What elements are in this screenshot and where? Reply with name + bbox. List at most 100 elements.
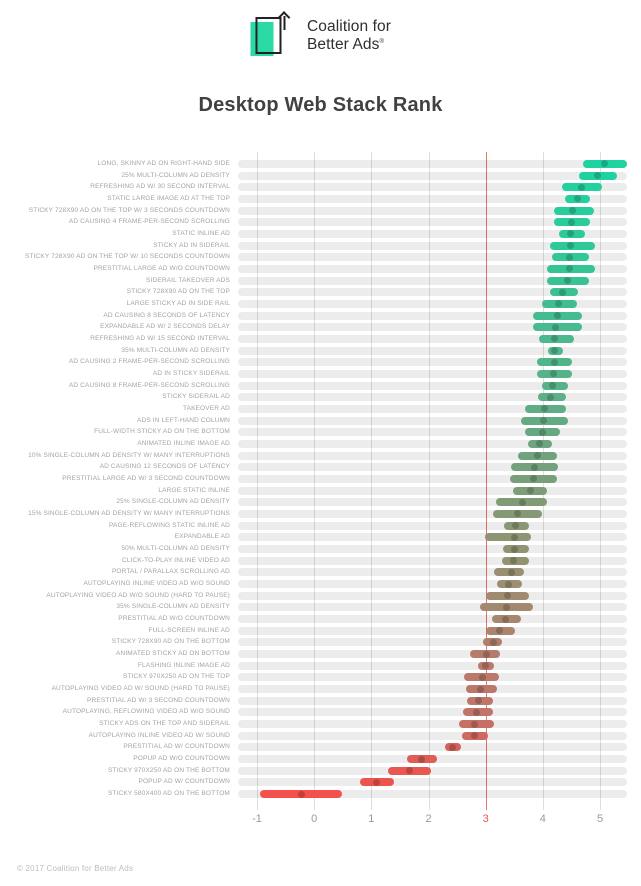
- row-label: PRESTITIAL LARGE AD W/O COUNTDOWN: [93, 264, 230, 272]
- mean-score-dot: [449, 743, 456, 751]
- chart-row: EXPANDABLE AD W/ 2 SECONDS DELAY: [0, 321, 627, 333]
- row-label: STICKY ADS ON THE TOP AND SIDERAIL: [99, 720, 230, 728]
- mean-score-dot: [501, 615, 509, 623]
- chart-row: LONG, SKINNY AD ON RIGHT-HAND SIDE: [0, 158, 627, 170]
- mean-score-dot: [489, 638, 497, 646]
- chart-row: STICKY 970X250 AD ON THE TOP: [0, 672, 627, 684]
- row-label: CLICK-TO-PLAY INLINE VIDEO AD: [121, 556, 230, 564]
- row-label: ANIMATED INLINE IMAGE AD: [137, 439, 230, 447]
- logo-wordmark: Coalition for Better Ads®: [307, 18, 391, 55]
- mean-score-dot: [559, 288, 567, 296]
- chart-row: 15% SINGLE-COLUMN AD DENSITY W/ MANY INT…: [0, 508, 627, 520]
- mean-score-dot: [574, 195, 582, 203]
- chart-row: STICKY 580X400 AD ON THE BOTTOM: [0, 788, 627, 800]
- mean-score-dot: [546, 393, 554, 401]
- chart-row: 25% MULTI-COLUMN AD DENSITY: [0, 170, 627, 182]
- mean-score-dot: [478, 673, 486, 681]
- row-track: [238, 288, 627, 297]
- row-track: [238, 439, 627, 448]
- mean-score-dot: [593, 172, 601, 179]
- row-label: PAGE-REFLOWING STATIC INLINE AD: [109, 521, 230, 529]
- mean-score-dot: [503, 592, 511, 600]
- row-track: [238, 229, 627, 238]
- row-label: 15% SINGLE-COLUMN AD DENSITY W/ MANY INT…: [28, 509, 230, 517]
- row-label: POPUP AD W/ COUNTDOWN: [138, 778, 230, 786]
- chart-row: TAKEOVER AD: [0, 403, 627, 415]
- row-label: 25% MULTI-COLUMN AD DENSITY: [121, 171, 230, 179]
- row-label: PRESTITIAL LARGE AD W/ 3 SECOND COUNTDOW…: [62, 474, 230, 482]
- row-track: [238, 264, 627, 273]
- row-track: [238, 346, 627, 355]
- row-track: [238, 591, 627, 600]
- mean-score-dot: [511, 533, 519, 541]
- chart-row: LARGE STATIC INLINE: [0, 485, 627, 497]
- chart-row: STICKY ADS ON THE TOP AND SIDERAIL: [0, 718, 627, 730]
- chart-row: 35% MULTI-COLUMN AD DENSITY: [0, 345, 627, 357]
- row-track: [238, 358, 627, 367]
- chart-row: ANIMATED STICKY AD ON BOTTOM: [0, 648, 627, 660]
- row-label: FULL-SCREEN INLINE AD: [148, 626, 230, 634]
- row-track: [238, 241, 627, 250]
- chart-row: 25% SINGLE-COLUMN AD DENSITY: [0, 496, 627, 508]
- x-tick-label: -1: [252, 813, 262, 825]
- row-track: [238, 720, 627, 729]
- row-track: [238, 778, 627, 787]
- mean-score-dot: [475, 697, 483, 705]
- row-label: 35% MULTI-COLUMN AD DENSITY: [121, 346, 230, 354]
- gridline: [314, 152, 316, 810]
- row-track: [238, 463, 627, 472]
- chart-row: PRESTITIAL LARGE AD W/ 3 SECOND COUNTDOW…: [0, 473, 627, 485]
- row-track: [238, 685, 627, 694]
- threshold-line: [485, 152, 487, 810]
- row-track: [238, 545, 627, 553]
- row-label: LARGE STATIC INLINE: [158, 486, 230, 494]
- row-label: POPUP AD W/O COUNTDOWN: [133, 755, 230, 763]
- row-label: PRESTITIAL AD W/ COUNTDOWN: [123, 743, 230, 751]
- row-label: AD IN STICKY SIDERAIL: [152, 369, 230, 377]
- chart-row: FULL-WIDTH STICKY AD ON THE BOTTOM: [0, 426, 627, 438]
- chart-row: AD IN STICKY SIDERAIL: [0, 368, 627, 380]
- row-track: [238, 194, 627, 203]
- chart-row: AD CAUSING 8 FRAME-PER-SECOND SCROLLING: [0, 380, 627, 392]
- page-title: Desktop Web Stack Rank: [198, 94, 443, 116]
- gridline: [257, 152, 258, 810]
- row-label: STICKY 728X90 AD ON THE BOTTOM: [111, 638, 230, 646]
- row-track: [238, 253, 627, 262]
- row-track: [238, 708, 627, 717]
- chart-row: AUTOPLAYING VIDEO AD W/ SOUND (HARD TO P…: [0, 683, 627, 695]
- row-track: [238, 650, 627, 659]
- row-track: [238, 673, 627, 682]
- row-track: [238, 218, 627, 227]
- row-label: STATIC INLINE AD: [172, 229, 230, 237]
- chart-row: 10% SINGLE-COLUMN AD DENSITY W/ MANY INT…: [0, 450, 627, 462]
- chart-row: STICKY 728X90 AD ON THE BOTTOM: [0, 637, 627, 649]
- row-label: STICKY 970X250 AD ON THE TOP: [122, 673, 230, 681]
- chart-row: FLASHING INLINE IMAGE AD: [0, 660, 627, 672]
- row-label: 50% MULTI-COLUMN AD DENSITY: [121, 545, 230, 552]
- mean-score-dot: [505, 580, 513, 588]
- copyright-text: © 2017 Coalition for Better Ads: [17, 864, 134, 873]
- chart-row: STICKY 970X250 AD ON THE BOTTOM: [0, 765, 627, 777]
- row-label: FULL-WIDTH STICKY AD ON THE BOTTOM: [94, 428, 230, 436]
- chart-row: 35% SINGLE-COLUMN AD DENSITY: [0, 602, 627, 614]
- logo-up-arrow-icon: [282, 16, 286, 30]
- row-track: [238, 299, 627, 308]
- mean-score-dot: [550, 358, 558, 366]
- chart-row: STATIC LARGE IMAGE AD AT THE TOP: [0, 193, 627, 205]
- chart-row: POPUP AD W/O COUNTDOWN: [0, 753, 627, 765]
- row-track: [238, 416, 627, 425]
- row-label: STICKY 728X90 AD ON THE TOP W/ 3 SECONDS…: [28, 206, 230, 214]
- mean-score-dot: [526, 487, 534, 495]
- mean-score-dot: [529, 475, 537, 483]
- mean-score-dot: [566, 253, 574, 261]
- mean-score-dot: [551, 347, 559, 355]
- coalition-logo: Coalition for Better Ads®: [249, 11, 391, 59]
- mean-score-dot: [541, 405, 549, 413]
- gridline: [428, 152, 430, 810]
- chart-row: PRESTITIAL AD W/ COUNTDOWN: [0, 742, 627, 754]
- chart-row: EXPANDABLE AD: [0, 532, 627, 544]
- row-label: AUTOPLAYING VIDEO AD W/O SOUND (HARD TO …: [46, 591, 230, 599]
- mean-score-dot: [551, 335, 559, 343]
- row-label: STICKY 580X400 AD ON THE BOTTOM: [107, 790, 230, 798]
